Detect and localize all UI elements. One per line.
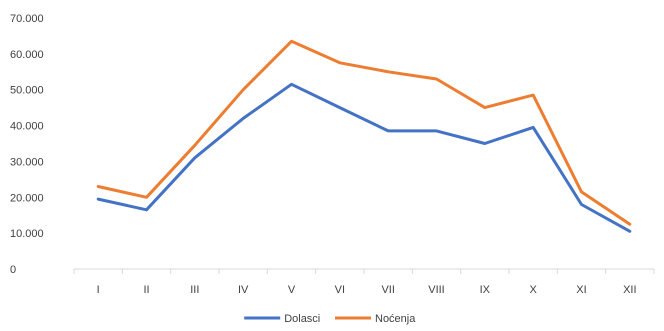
y-tick-label: 40.000 <box>10 121 44 133</box>
x-tick-label: X <box>529 284 537 296</box>
series-line-noenja <box>96 39 632 226</box>
x-tick-label: III <box>190 284 199 296</box>
x-axis: I II III IV V VI VII VIII IX X XI XII <box>73 268 655 296</box>
x-tick-label: VIII <box>428 284 445 296</box>
y-tick-label: 60.000 <box>10 49 44 61</box>
y-tick-label: 0 <box>10 264 16 276</box>
legend: Dolasci Noćenja <box>244 313 416 325</box>
x-tick-label: I <box>97 284 100 296</box>
legend-label: Noćenja <box>375 313 416 325</box>
y-tick-label: 10.000 <box>10 228 44 240</box>
x-tick-label: VI <box>335 284 345 296</box>
y-tick-label: 20.000 <box>10 192 44 204</box>
legend-label: Dolasci <box>284 313 320 325</box>
x-tick-label: II <box>143 284 149 296</box>
series-line-dolasci <box>96 82 632 233</box>
x-tick-label: XI <box>576 284 586 296</box>
y-tick-label: 70.000 <box>10 13 44 25</box>
series-layer <box>96 39 632 233</box>
y-tick-label: 30.000 <box>10 156 44 168</box>
x-tick-label: XII <box>623 284 636 296</box>
x-tick-label: IV <box>238 284 249 296</box>
y-tick-label: 50.000 <box>10 85 44 97</box>
x-tick-label: V <box>288 284 296 296</box>
x-tick-label: VII <box>381 284 394 296</box>
y-axis: 0 10.000 20.000 30.000 40.000 50.000 60.000 70.… <box>10 13 44 276</box>
x-tick-label: IX <box>480 284 491 296</box>
